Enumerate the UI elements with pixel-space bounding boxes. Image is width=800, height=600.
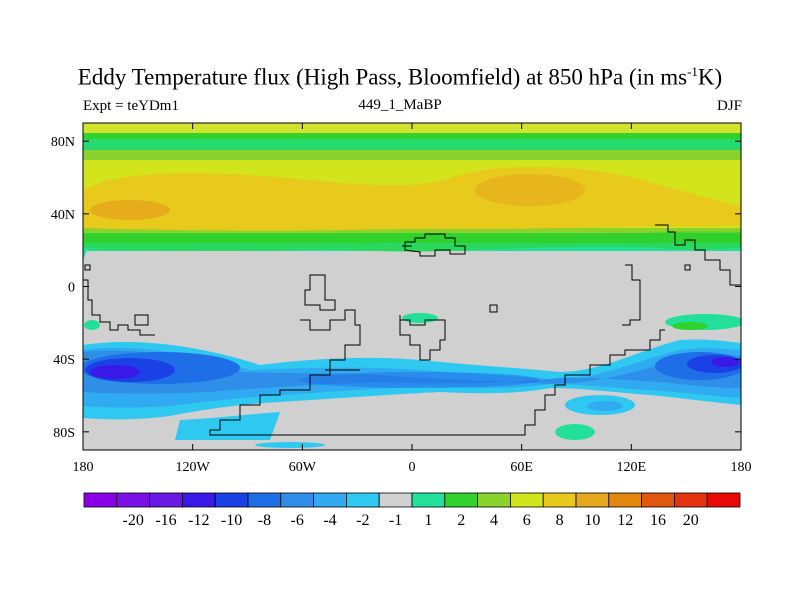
y-tick-label: 40S xyxy=(53,353,75,368)
colorbar-swatch xyxy=(674,492,708,508)
colorbar-label: -1 xyxy=(389,512,402,529)
x-tick-label: 120E xyxy=(617,460,647,475)
colorbar-label: -10 xyxy=(221,512,242,529)
colorbar-label: 10 xyxy=(584,512,600,529)
colorbar-swatch xyxy=(214,492,249,508)
colorbar-label: -4 xyxy=(323,512,336,529)
colorbar-label: 8 xyxy=(556,512,564,529)
colorbar-swatch xyxy=(575,492,610,508)
y-tick-label: 80N xyxy=(51,135,75,150)
northern-storm-track xyxy=(83,123,741,260)
y-tick-label: 40N xyxy=(51,208,75,223)
colorbar-swatch xyxy=(706,492,741,508)
colorbar-label: 16 xyxy=(650,512,666,529)
y-axis: 80N 40N 0 40S 80S xyxy=(51,135,741,441)
colorbar-swatch xyxy=(411,492,446,508)
colorbar-swatch xyxy=(477,492,511,508)
colorbar-label: 12 xyxy=(617,512,633,529)
colorbar-label: -2 xyxy=(356,512,369,529)
subtitle-center: 449_1_MaBP xyxy=(358,97,442,113)
colorbar: -20 -16 -12 -10 -8 -6 -4 -2 -1 1 2 4 6 8 10 12 16 20 xyxy=(83,492,741,529)
colorbar-swatch xyxy=(444,492,478,508)
colorbar-swatch xyxy=(116,492,151,508)
colorbar-swatch xyxy=(280,492,314,508)
y-tick-label: 0 xyxy=(68,281,75,296)
colorbar-swatch xyxy=(378,492,413,508)
colorbar-swatch xyxy=(247,492,282,508)
colorbar-label: -6 xyxy=(291,512,304,529)
colorbar-swatch xyxy=(313,492,347,508)
chart-title: Eddy Temperature flux (High Pass, Bloomf… xyxy=(77,64,723,90)
subtitle-right: DJF xyxy=(716,98,742,114)
colorbar-label: -16 xyxy=(155,512,176,529)
colorbar-label: 1 xyxy=(424,512,432,529)
x-tick-label: 180 xyxy=(73,460,94,475)
colorbar-label: 20 xyxy=(683,512,699,529)
colorbar-label: 6 xyxy=(523,512,531,529)
x-tick-label: 0 xyxy=(409,460,416,475)
colorbar-label: 2 xyxy=(457,512,465,529)
x-tick-label: 60W xyxy=(289,460,317,475)
southern-storm-track xyxy=(83,313,741,450)
x-axis: 180 120W 60W 0 60E 120E 180 xyxy=(73,123,752,475)
colorbar-swatch xyxy=(345,492,380,508)
x-tick-label: 60E xyxy=(510,460,533,475)
x-tick-label: 180 xyxy=(731,460,752,475)
subtitle-left: Expt = teYDm1 xyxy=(83,98,179,114)
coastline xyxy=(83,224,741,436)
x-tick-label: 120W xyxy=(176,460,211,475)
flux-field xyxy=(83,123,741,450)
y-tick-label: 80S xyxy=(53,426,75,441)
colorbar-swatch xyxy=(608,492,642,508)
colorbar-label: -12 xyxy=(188,512,209,529)
colorbar-swatch xyxy=(641,492,675,508)
colorbar-label: 4 xyxy=(490,512,498,529)
colorbar-swatch xyxy=(542,492,577,508)
colorbar-swatch xyxy=(83,492,118,508)
colorbar-label: -8 xyxy=(258,512,271,529)
colorbar-swatch xyxy=(149,492,183,508)
colorbar-label: -20 xyxy=(123,512,144,529)
colorbar-swatch xyxy=(181,492,216,508)
colorbar-swatch xyxy=(509,492,544,508)
